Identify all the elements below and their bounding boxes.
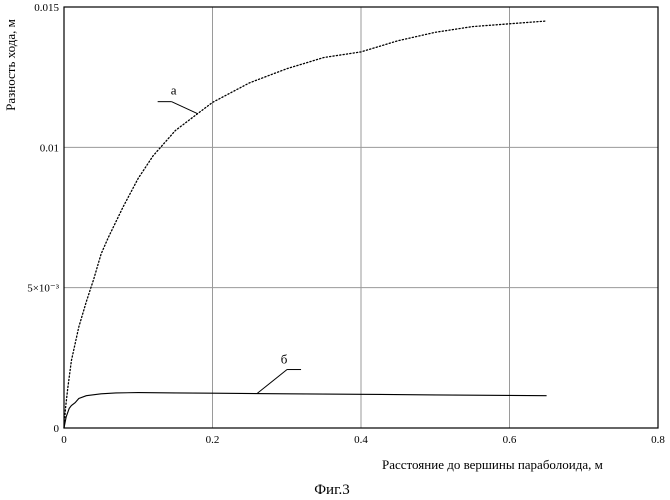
tick-layer: 0 0.2 0.4 0.6 0.8 0 5×10⁻³ 0.01 0.015 <box>27 2 665 446</box>
annotation-leader-line <box>257 370 287 394</box>
x-axis-label: Расстояние до вершины параболоида, м <box>382 457 603 472</box>
curve-label-1: а <box>171 83 177 98</box>
series-line-2 <box>64 393 547 428</box>
grid-layer <box>64 7 658 428</box>
figure-caption: Фиг.3 <box>314 482 350 498</box>
series-line-1 <box>64 21 547 428</box>
y-axis-label: Разность хода, м <box>3 19 18 111</box>
y-tick-label: 5×10⁻³ <box>27 283 60 295</box>
series-layer <box>64 21 547 428</box>
curve-label-2: б <box>281 352 288 367</box>
annotation-leader-line <box>172 102 198 114</box>
y-tick-label: 0 <box>54 423 60 435</box>
x-tick-label: 0.8 <box>651 434 665 446</box>
x-tick-label: 0.4 <box>354 434 368 446</box>
annotation-layer: аб <box>158 83 301 394</box>
y-tick-label: 0.015 <box>34 2 59 14</box>
x-tick-label: 0 <box>61 434 67 446</box>
y-tick-label: 0.01 <box>40 142 59 154</box>
x-tick-label: 0.6 <box>503 434 517 446</box>
x-tick-label: 0.2 <box>206 434 220 446</box>
